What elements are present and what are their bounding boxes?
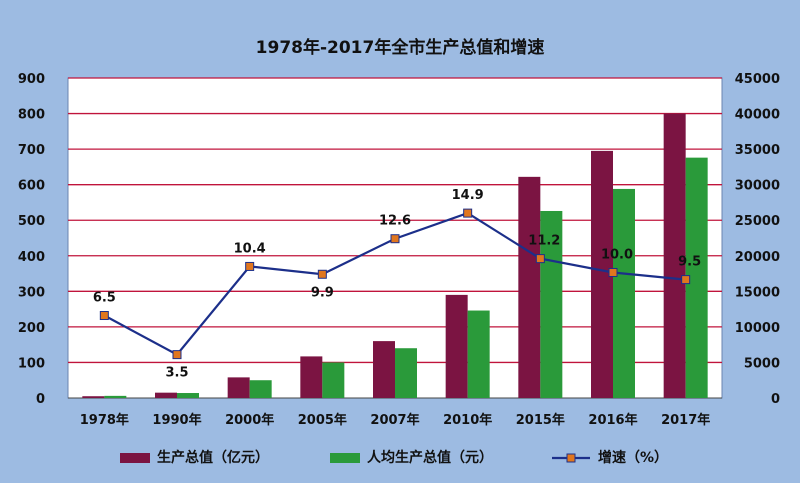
y-axis-left-ticks: 0 100 200 300 400 500 600 700 800 900	[18, 72, 45, 407]
bar-gdp-per-capita	[467, 310, 490, 398]
bar-gdp	[227, 377, 250, 398]
y-right-tick-label: 25000	[735, 214, 780, 229]
growth-data-label: 11.2	[528, 234, 560, 249]
bar-gdp-per-capita	[104, 395, 127, 398]
growth-marker	[99, 311, 109, 321]
growth-marker	[608, 267, 618, 277]
bars	[82, 113, 708, 399]
bar-gdp	[518, 176, 541, 398]
growth-marker	[390, 234, 400, 244]
y-left-tick-label: 600	[18, 179, 45, 194]
bar-gdp-per-capita	[249, 380, 272, 398]
y-right-tick-label: 20000	[735, 250, 780, 265]
growth-data-label: 14.9	[452, 188, 484, 203]
bar-gdp	[445, 294, 468, 398]
growth-marker	[463, 208, 473, 218]
bar-gdp-per-capita	[177, 393, 199, 398]
y-left-tick-label: 500	[18, 214, 45, 229]
growth-marker	[172, 350, 182, 360]
x-tick-label: 2007年	[370, 412, 419, 428]
y-right-tick-label: 5000	[744, 356, 780, 371]
y-right-tick-label: 10000	[735, 321, 780, 336]
y-left-tick-label: 200	[18, 321, 45, 336]
x-tick-label: 2005年	[298, 412, 347, 428]
bar-gdp-per-capita	[322, 362, 345, 398]
bar-gdp	[82, 396, 105, 398]
y-left-tick-label: 100	[18, 356, 45, 371]
x-tick-label: 2016年	[588, 412, 637, 428]
chart-title: 1978年-2017年全市生产总值和增速	[256, 37, 545, 58]
bar-gdp	[300, 356, 323, 398]
bar-gdp	[591, 150, 613, 398]
x-tick-label: 2017年	[661, 412, 710, 428]
y-left-tick-label: 700	[18, 143, 45, 158]
x-tick-label: 2010年	[443, 412, 492, 428]
growth-marker	[245, 261, 255, 271]
y-left-tick-label: 900	[18, 72, 45, 87]
y-axis-right-ticks: 0 5000 10000 15000 20000 25000 30000 35000 40000…	[735, 72, 780, 407]
y-right-tick-label: 30000	[735, 179, 780, 194]
bar-gdp	[663, 113, 686, 399]
legend-label-gdp: 生产总值（亿元）	[157, 449, 269, 466]
legend-label-growth: 增速（%）	[598, 449, 668, 466]
legend-swatch-gdp	[120, 453, 150, 463]
y-left-tick-label: 300	[18, 285, 45, 300]
growth-data-label: 9.9	[311, 285, 334, 300]
y-left-tick-label: 800	[18, 108, 45, 123]
bar-gdp-per-capita	[540, 210, 563, 398]
bar-gdp-per-capita	[613, 188, 635, 398]
x-tick-label: 2015年	[516, 412, 565, 428]
legend-marker-growth	[566, 453, 576, 463]
growth-data-label: 10.0	[601, 247, 633, 262]
growth-data-label: 3.5	[165, 366, 188, 381]
growth-data-label: 6.5	[93, 291, 116, 306]
bar-gdp-per-capita	[395, 348, 417, 398]
x-tick-label: 1990年	[152, 412, 201, 428]
y-left-tick-label: 0	[36, 392, 45, 407]
growth-data-label: 10.4	[234, 241, 266, 256]
y-right-tick-label: 0	[771, 392, 780, 407]
legend-label-gdp-per-capita: 人均生产总值（元）	[367, 449, 493, 466]
legend: 生产总值（亿元） 人均生产总值（元） 增速（%）	[120, 449, 668, 466]
y-left-tick-label: 400	[18, 250, 45, 265]
growth-data-label: 12.6	[379, 214, 411, 229]
bar-gdp	[373, 341, 395, 398]
y-right-tick-label: 15000	[735, 285, 780, 300]
y-right-tick-label: 35000	[735, 143, 780, 158]
y-right-tick-label: 40000	[735, 108, 780, 123]
bar-gdp	[155, 392, 177, 398]
y-right-tick-label: 45000	[735, 72, 780, 87]
growth-marker	[681, 275, 691, 285]
bar-gdp-per-capita	[685, 157, 708, 398]
x-tick-label: 1978年	[80, 412, 129, 428]
growth-line-layer: 6.5 3.5 10.4 9.9 12.6 14.9 11.2 10.0 9.5	[93, 188, 701, 381]
x-axis-ticks: 1978年 1990年 2000年 2005年 2007年 2010年 2015年 2016年…	[80, 412, 711, 428]
x-tick-label: 2000年	[225, 412, 274, 428]
legend-swatch-gdp-per-capita	[330, 453, 360, 463]
growth-marker	[317, 269, 327, 279]
growth-marker	[535, 254, 545, 264]
growth-data-label: 9.5	[678, 255, 701, 270]
